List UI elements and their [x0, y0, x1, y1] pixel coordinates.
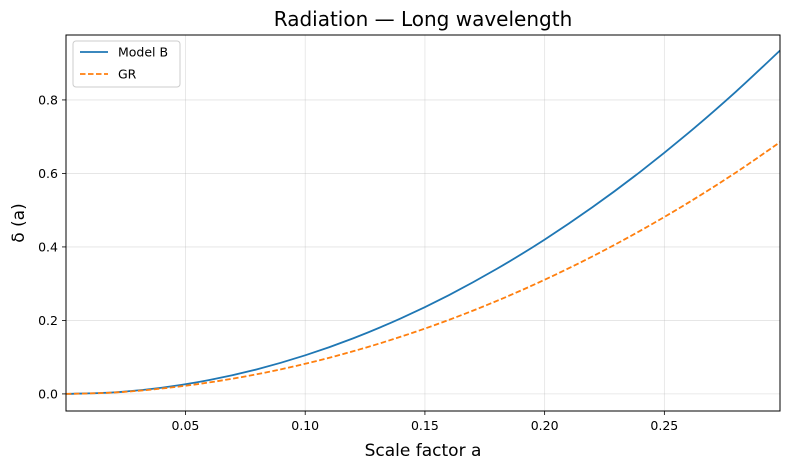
y-tick-label: 0.2 [38, 313, 58, 328]
plot-frame [65, 34, 781, 412]
x-axis-ticks: 0.05 0.10 0.15 0.20 0.25 [172, 411, 678, 433]
y-tick-label: 0.0 [38, 386, 58, 401]
y-axis-label: δ (a) [9, 203, 29, 243]
chart-title: Radiation — Long wavelength [274, 7, 573, 31]
legend-label-gr: GR [118, 67, 137, 82]
plot-series [65, 49, 781, 395]
x-tick-label: 0.25 [650, 418, 678, 433]
grid [66, 35, 780, 411]
x-tick-label: 0.05 [172, 418, 200, 433]
legend: Model B GR [72, 40, 181, 88]
series-line-model-b [65, 49, 781, 395]
x-tick-label: 0.10 [291, 418, 319, 433]
y-tick-label: 0.6 [38, 166, 58, 181]
legend-label-model-b: Model B [118, 45, 168, 60]
x-tick-label: 0.15 [411, 418, 439, 433]
y-axis-ticks: 0.0 0.2 0.4 0.6 0.8 [38, 92, 66, 401]
x-axis-label: Scale factor a [365, 441, 482, 461]
y-tick-label: 0.8 [38, 92, 58, 107]
x-tick-label: 0.20 [531, 418, 559, 433]
y-tick-label: 0.4 [38, 239, 58, 254]
